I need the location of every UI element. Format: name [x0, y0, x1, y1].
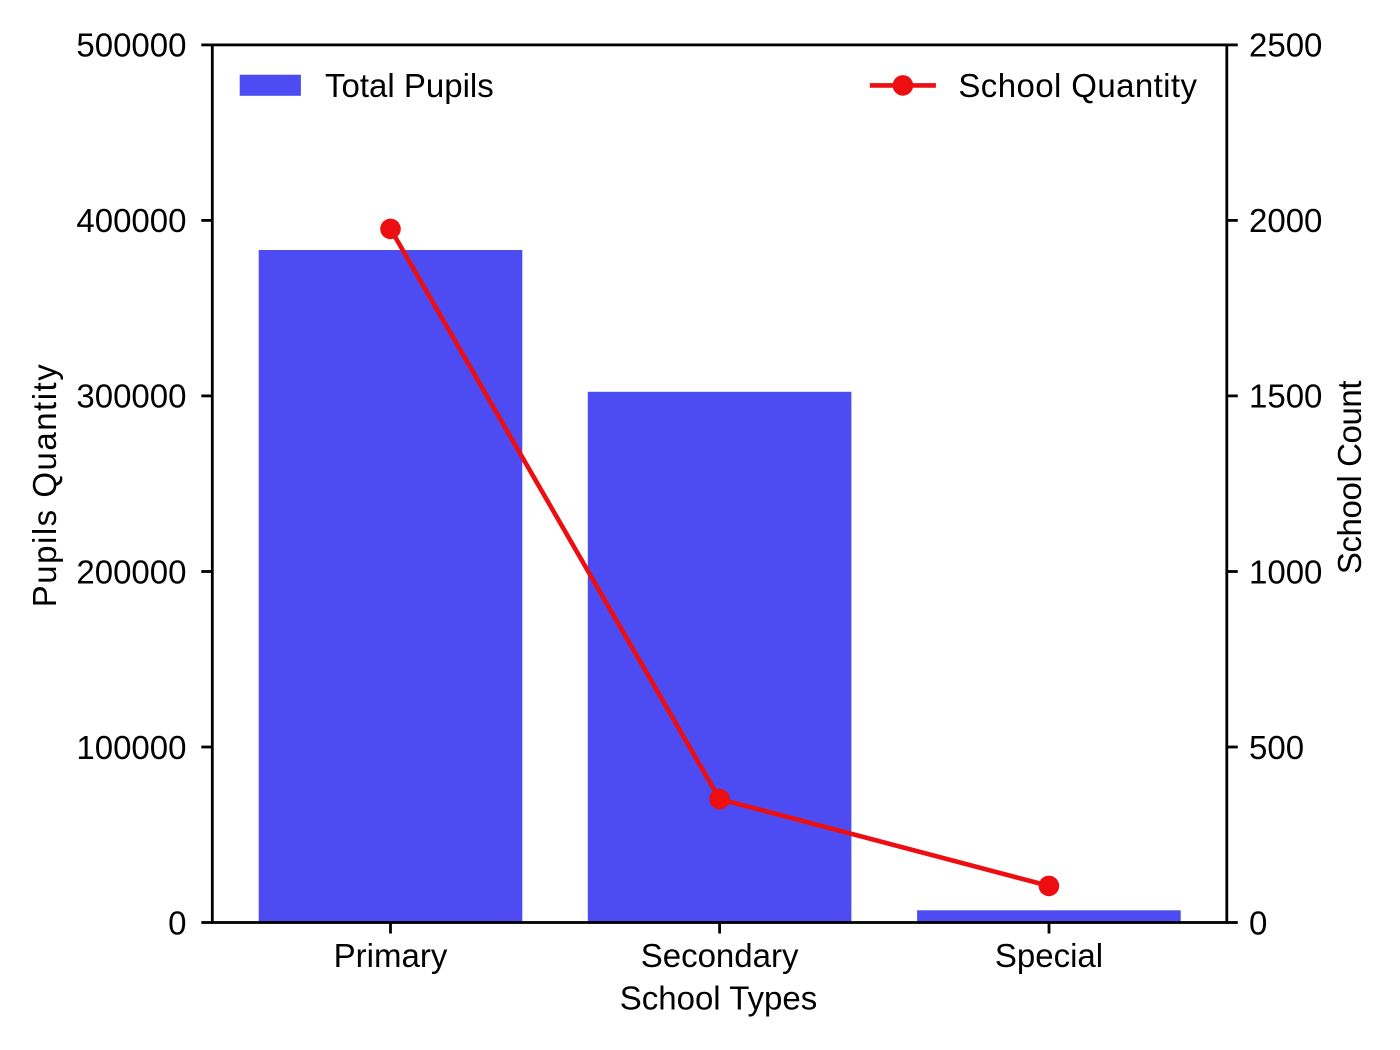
svg-text:School Count: School Count: [1331, 381, 1368, 575]
svg-text:Special: Special: [995, 937, 1103, 974]
svg-text:1000: 1000: [1249, 553, 1322, 590]
svg-text:2000: 2000: [1249, 202, 1322, 239]
svg-text:300000: 300000: [76, 378, 186, 415]
svg-text:200000: 200000: [76, 553, 186, 590]
svg-text:500000: 500000: [76, 27, 186, 64]
svg-text:100000: 100000: [76, 729, 186, 766]
svg-text:2500: 2500: [1249, 27, 1322, 64]
svg-text:School Quantity: School Quantity: [958, 67, 1197, 104]
svg-text:Secondary: Secondary: [641, 937, 799, 974]
svg-text:400000: 400000: [76, 202, 186, 239]
svg-text:Pupils Quantity: Pupils Quantity: [26, 363, 63, 607]
svg-text:Total Pupils: Total Pupils: [325, 67, 494, 104]
svg-text:500: 500: [1249, 729, 1304, 766]
svg-text:0: 0: [168, 904, 186, 941]
svg-text:1500: 1500: [1249, 378, 1322, 415]
svg-text:Primary: Primary: [334, 937, 448, 974]
svg-text:School Types: School Types: [620, 980, 818, 1017]
svg-text:0: 0: [1249, 904, 1267, 941]
